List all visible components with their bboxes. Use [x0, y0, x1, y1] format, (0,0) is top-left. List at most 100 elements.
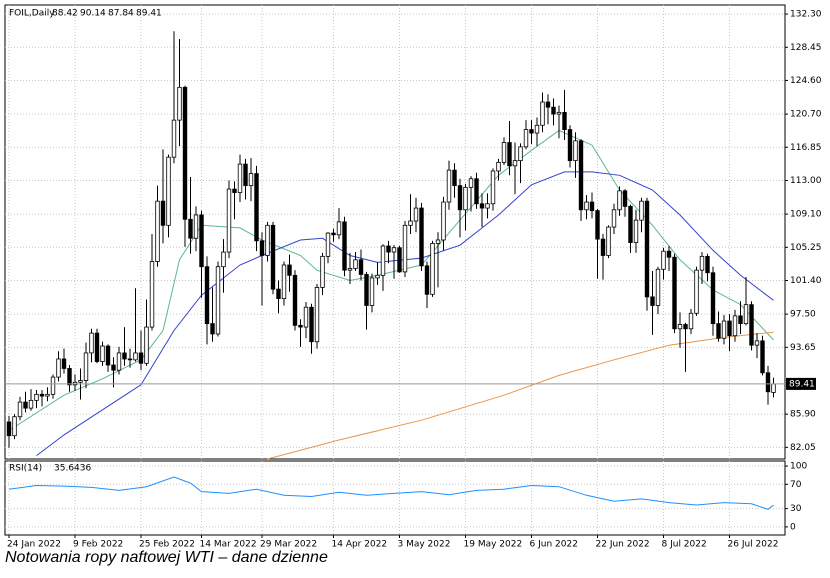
y-tick-label: 82.05	[790, 443, 816, 453]
candle-body	[375, 274, 380, 279]
candle-body	[100, 345, 105, 362]
x-tick-label: 26 Jul 2022	[728, 540, 779, 550]
candle-body	[12, 416, 17, 437]
candle-body	[452, 169, 457, 187]
candle-body	[83, 352, 89, 381]
candle-body	[523, 129, 529, 148]
candle-body	[474, 178, 479, 205]
rsi-line	[8, 476, 774, 510]
candle-body	[584, 201, 589, 211]
candle-body	[633, 219, 639, 243]
candle-body	[567, 129, 573, 162]
candle-body	[413, 207, 419, 222]
candle-body	[193, 214, 199, 239]
candle-body	[738, 315, 743, 325]
candle-body	[380, 245, 386, 276]
x-tick-label: 19 May 2022	[464, 540, 523, 550]
moving-average	[267, 331, 774, 460]
candle-body	[177, 86, 182, 121]
candle-body	[50, 376, 56, 395]
candle-body	[303, 306, 309, 328]
candle-body	[556, 111, 562, 115]
candle-body	[166, 156, 171, 226]
candle-body	[248, 173, 254, 187]
candle-body	[28, 399, 34, 409]
candle-body	[259, 240, 265, 256]
x-tick-label: 24 Jan 2022	[7, 540, 61, 550]
rsi-tick-label: 70	[790, 480, 802, 490]
candle-body	[628, 205, 633, 243]
candle-body	[325, 232, 331, 257]
rsi-tick-label: 0	[790, 522, 796, 532]
candle-body	[666, 250, 672, 258]
candle-body	[56, 358, 61, 378]
candle-body	[287, 264, 292, 276]
ohlc-low: 87.84	[108, 9, 134, 19]
candle-body	[160, 200, 166, 226]
x-tick-label: 3 May 2022	[398, 540, 451, 550]
candle-body	[204, 266, 210, 325]
ohlc-open: 88.42	[52, 9, 78, 19]
candle-body	[320, 255, 325, 288]
candle-body	[45, 393, 50, 397]
candle-body	[155, 200, 160, 262]
candle-body	[122, 352, 127, 360]
candle-body	[149, 261, 155, 328]
rsi-panel	[4, 460, 786, 536]
candle-body	[710, 272, 716, 325]
ohlc-close: 89.41	[136, 9, 162, 19]
candle-body	[133, 352, 138, 361]
candle-body	[237, 163, 243, 193]
candle-body	[699, 255, 705, 271]
price-panel	[4, 4, 786, 460]
candle-body	[721, 320, 727, 339]
candle-body	[430, 243, 435, 295]
candle-body	[309, 306, 314, 343]
candle-body	[254, 173, 259, 242]
candle-body	[771, 383, 776, 393]
candle-body	[314, 287, 320, 343]
candle-body	[551, 106, 556, 115]
candle-body	[540, 101, 545, 126]
candle-body	[716, 323, 721, 339]
candle-body	[754, 340, 760, 346]
candle-body	[270, 224, 276, 290]
x-tick-label: 8 Jul 2022	[662, 540, 707, 550]
candle-body	[226, 188, 232, 253]
candle-body	[727, 320, 732, 337]
candle-body	[644, 200, 650, 298]
candle-body	[199, 214, 204, 268]
candle-body	[573, 140, 578, 162]
candle-body	[694, 269, 699, 314]
candle-body	[347, 268, 353, 271]
candle-body	[578, 140, 584, 211]
candle-body	[446, 169, 452, 203]
y-tick-label: 132.30	[790, 10, 822, 20]
candle-body	[507, 142, 512, 167]
y-tick-label: 93.65	[790, 343, 816, 353]
ohlc-high: 90.14	[80, 9, 106, 19]
candle-body	[501, 142, 507, 163]
candle-body	[116, 352, 122, 371]
x-tick-label: 14 Mar 2022	[200, 540, 257, 550]
candle-body	[215, 266, 221, 335]
x-tick-label: 22 Jun 2022	[596, 540, 650, 550]
candle-body	[468, 178, 474, 188]
candle-body	[171, 119, 177, 158]
candle-body	[144, 326, 149, 364]
price-label-box	[786, 377, 816, 390]
candle-body	[78, 380, 83, 383]
y-tick-label: 109.10	[790, 210, 822, 220]
y-tick-label: 101.40	[790, 276, 822, 286]
candle-body	[127, 358, 133, 361]
x-tick-label: 14 Apr 2022	[332, 540, 388, 550]
candle-body	[419, 207, 424, 267]
candle-body	[276, 288, 281, 300]
candle-body	[529, 129, 534, 134]
y-tick-label: 124.60	[790, 76, 822, 86]
candle-body	[661, 250, 666, 270]
candle-body	[17, 401, 23, 418]
candle-body	[265, 224, 270, 256]
y-tick-label: 97.50	[790, 310, 816, 320]
candle-body	[408, 220, 413, 226]
